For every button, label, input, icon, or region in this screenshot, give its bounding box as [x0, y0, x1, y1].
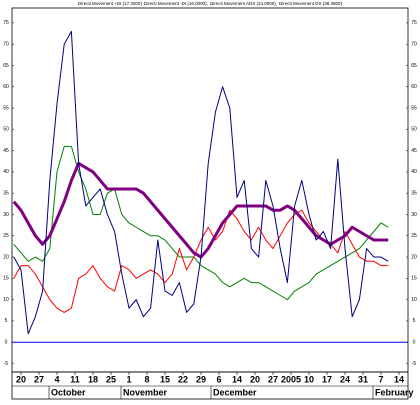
x-tick-label: 27 [34, 374, 44, 384]
month-label: November [123, 387, 168, 397]
month-label: October [51, 387, 86, 397]
y-tick-label: 35 [3, 191, 9, 197]
x-tick-label: 20 [250, 374, 260, 384]
month-label: February [375, 387, 414, 397]
x-tick-label: 7 [378, 374, 383, 384]
y-tick-label-right: 60 [411, 84, 417, 90]
x-axis-frame [11, 371, 409, 400]
y-tick-label-right: 10 [411, 297, 417, 303]
y-tick-label-right: 30 [411, 212, 417, 218]
y-tick-label: 25 [3, 233, 9, 239]
y-tick-label-right: 0 [413, 340, 416, 346]
legend: Directi Movement +DI (17.3000) Directi Mo… [78, 1, 342, 6]
y-tick-label-right: 75 [411, 20, 417, 26]
x-tick-label: 8 [144, 374, 149, 384]
y-tick-label: 5 [5, 318, 8, 324]
y-tick-label: 15 [3, 276, 9, 282]
x-tick-label: 6 [216, 374, 221, 384]
x-tick-label: 10 [304, 374, 314, 384]
y-tick-label: 30 [3, 212, 9, 218]
x-tick-label: 14 [394, 374, 404, 384]
y-tick-label: 45 [3, 148, 9, 154]
x-tick-label: 14 [232, 374, 242, 384]
y-tick-label: 75 [3, 20, 9, 26]
y-tick-label-right: 55 [411, 105, 417, 111]
y-tick-label: 60 [3, 84, 9, 90]
series-line [13, 30, 389, 335]
y-tick-label-right: 35 [411, 191, 417, 197]
y-tick-label: 40 [3, 169, 9, 175]
y-tick-label-right: 15 [411, 276, 417, 282]
x-tick-label: 22 [178, 374, 188, 384]
y-tick-label-right: 25 [411, 233, 417, 239]
x-tick-label: 15 [160, 374, 170, 384]
y-tick-label-right: 65 [411, 63, 417, 69]
y-tick-label-right: -5 [412, 361, 417, 367]
x-tick-label: 1 [126, 374, 131, 384]
x-tick-label: 25 [106, 374, 116, 384]
y-tick-label-right: 40 [411, 169, 417, 175]
x-tick-label: 27 [268, 374, 278, 384]
legend-entry: Directi Movement +DI (17.3000) [78, 1, 142, 6]
y-tick-label: 10 [3, 297, 9, 303]
y-tick-label: 0 [5, 340, 8, 346]
x-tick-label: 4 [54, 374, 59, 384]
x-tick-label: 29 [196, 374, 206, 384]
x-tick-label: 11 [70, 374, 80, 384]
y-tick-label: -5 [4, 361, 9, 367]
y-tick-label-right: 45 [411, 148, 417, 154]
y-tick-label-right: 5 [413, 318, 416, 324]
y-tick-label: 55 [3, 105, 9, 111]
legend-entry: Directi Movement ADX (24.0000), [210, 1, 277, 6]
x-tick-label: 2005 [281, 374, 301, 384]
y-tick-label-right: 50 [411, 127, 417, 133]
series-line [13, 145, 389, 301]
y-tick-label: 20 [3, 254, 9, 260]
x-tick-label: 20 [16, 374, 26, 384]
y-tick-label-right: 70 [411, 42, 417, 48]
y-tick-label: 65 [3, 63, 9, 69]
x-tick-label: 24 [340, 374, 350, 384]
y-tick-label: 70 [3, 42, 9, 48]
legend-entry: Directi Movement DX (38.3900) [279, 1, 343, 6]
x-tick-label: 31 [358, 374, 368, 384]
y-tick-label-right: 20 [411, 254, 417, 260]
y-tick-label: 50 [3, 127, 9, 133]
x-tick-label: 17 [322, 374, 332, 384]
month-label: December [213, 387, 257, 397]
legend-entry: Directi Movement -DI (16.0000), [144, 1, 208, 6]
x-tick-label: 18 [88, 374, 98, 384]
